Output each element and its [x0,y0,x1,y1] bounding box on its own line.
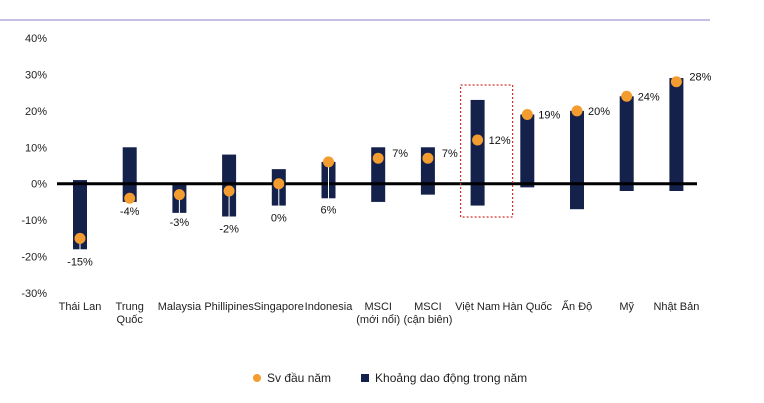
data-label: 19% [538,110,560,122]
data-label: 6% [321,204,337,216]
start-value-dot [670,76,682,88]
start-value-dot [124,192,136,204]
range-bar [73,180,87,250]
category-label: MSCI (cận biên) [403,301,452,326]
category-label: MSCI (mới nổi) [356,301,400,326]
category-label: Singapore [254,301,304,313]
category-label: Malaysia [158,301,202,313]
range-bar [619,96,634,191]
start-value-dot [621,90,633,102]
start-value-dot [422,152,434,164]
highlight-box [460,84,514,218]
data-label: -3% [170,217,190,229]
legend-item-dot: Sv đầu năm [253,371,331,385]
start-value-dot [472,134,484,146]
data-label: -15% [67,256,93,268]
category-label: Ấn Độ [562,300,593,313]
legend-dot-swatch [253,374,261,382]
range-bar [122,147,137,202]
category-label: Hàn Quốc [503,301,553,313]
data-label: -4% [120,206,140,218]
range-bar [520,114,535,188]
start-value-dot [323,156,334,168]
legend: Sv đầu năm Khoảng dao động trong năm [253,371,557,385]
data-label: 7% [392,148,408,160]
category-label: Mỹ [619,301,634,313]
label-connectors [79,166,329,256]
start-value-dot [74,232,86,244]
data-labels: -15% -4% -3% -2% 0% 6% 7% 7% 12% 19% 20% 24% 28% [67,71,711,268]
start-value-dot [571,105,583,117]
category-label: Phillipines [204,301,254,313]
start-value-dot [173,189,185,201]
category-label: Trung Quốc [116,301,144,326]
data-label: 20% [588,106,610,118]
category-label: Việt Nam [455,301,500,313]
category-label: Thái Lan [59,301,102,313]
data-label: 12% [489,135,511,147]
y-tick-label: 10% [25,142,47,154]
legend-item-bar: Khoảng dao động trong năm [361,371,527,385]
category-label: Indonesia [305,301,354,313]
data-label: 7% [442,148,458,160]
start-value-dot [223,185,235,197]
start-value-dot [521,109,533,120]
start-value-dot [372,152,384,164]
range-bar [570,110,584,210]
legend-bar-swatch [361,374,370,382]
y-tick-label: 30% [25,69,47,81]
y-tick-label: -10% [21,215,47,227]
legend-dot-label: Sv đầu năm [267,371,332,385]
legend-bar-label: Khoảng dao động trong năm [375,371,528,385]
y-tick-label: 40% [25,33,47,45]
range-bar [669,78,684,191]
start-value-dot [273,178,285,190]
y-tick-label: -30% [21,288,47,300]
category-label: Nhật Bản [653,301,699,313]
y-tick-label: 0% [31,179,47,191]
data-label: 0% [271,213,287,225]
data-label: 28% [689,71,711,83]
y-tick-label: -20% [21,252,47,264]
start-value-dots [74,76,682,244]
data-label: -2% [219,224,239,236]
range-bar [470,99,485,206]
y-axis-ticks: -30% -20% -10% 0% 10% 20% 30% 40% [21,33,47,300]
category-labels: Thái Lan Trung Quốc Malaysia Phillipines Sing… [59,300,700,326]
y-tick-label: 20% [25,106,47,118]
data-label: 24% [638,91,660,103]
